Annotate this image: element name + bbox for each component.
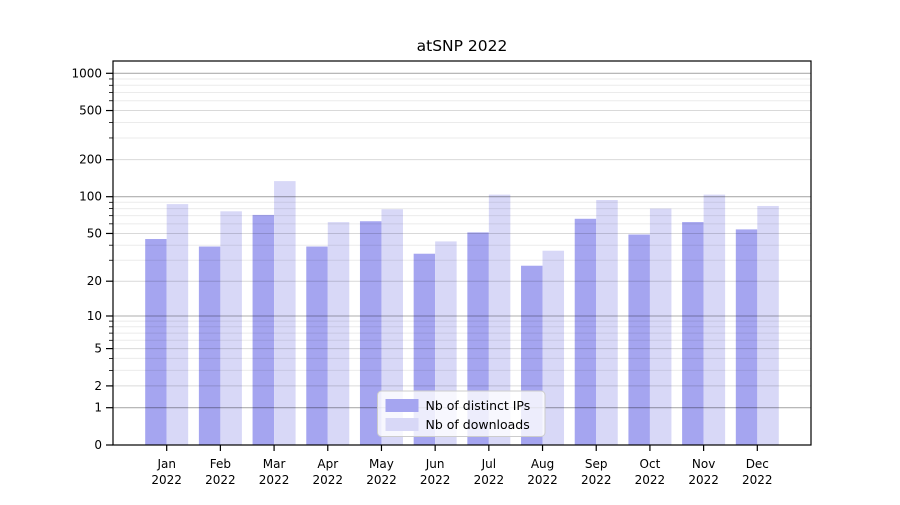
bar-distinct-ips-nov xyxy=(682,222,704,445)
y-tick-label-100: 100 xyxy=(79,190,102,204)
x-tick-label-month-sep: Sep xyxy=(585,457,608,471)
bar-distinct-ips-sep xyxy=(574,218,597,445)
x-tick-label-month-may: May xyxy=(369,457,394,471)
bar-distinct-ips-dec xyxy=(735,229,758,445)
x-tick-label-month-aug: Aug xyxy=(531,457,554,471)
legend-swatch-downloads xyxy=(385,418,419,431)
x-axis: Jan 2022 Feb 2022 Mar 2022 Apr 2022 May 2022 Jun 20… xyxy=(151,445,773,487)
bar-downloads-feb xyxy=(220,211,242,445)
x-tick-label-year-jun: 2022 xyxy=(420,473,451,487)
legend-label-distinct-ips: Nb of distinct IPs xyxy=(426,398,531,413)
bar-distinct-ips-apr xyxy=(306,246,328,445)
x-tick-label-year-nov: 2022 xyxy=(688,473,719,487)
bar-distinct-ips-mar xyxy=(252,214,275,445)
x-tick-label-year-jan: 2022 xyxy=(151,473,182,487)
x-tick-label-month-feb: Feb xyxy=(210,457,231,471)
y-tick-label-1: 1 xyxy=(94,401,102,415)
x-tick-label-month-mar: Mar xyxy=(263,457,286,471)
bar-distinct-ips-may xyxy=(359,221,382,445)
y-axis: 0 1 2 5 10 20 50 100 200 500 1000 xyxy=(71,66,113,452)
y-tick-label-0: 0 xyxy=(94,438,102,452)
legend: Nb of distinct IPs Nb of downloads xyxy=(377,390,546,437)
chart-title: atSNP 2022 xyxy=(417,37,508,55)
y-tick-label-10: 10 xyxy=(87,309,102,323)
x-tick-label-month-jul: Jul xyxy=(481,457,496,471)
bar-distinct-ips-oct xyxy=(628,234,650,445)
legend-label-downloads: Nb of downloads xyxy=(426,417,530,432)
x-tick-label-month-jun: Jun xyxy=(425,457,445,471)
y-tick-label-1000: 1000 xyxy=(71,66,102,80)
bar-distinct-ips-jan xyxy=(145,239,167,445)
bar-downloads-jul xyxy=(488,194,511,445)
x-tick-label-year-aug: 2022 xyxy=(527,473,558,487)
x-tick-label-month-apr: Apr xyxy=(317,457,338,471)
x-tick-label-year-mar: 2022 xyxy=(259,473,290,487)
x-tick-label-year-dec: 2022 xyxy=(742,473,773,487)
y-tick-label-20: 20 xyxy=(87,274,102,288)
y-tick-label-50: 50 xyxy=(87,226,102,240)
grid-layer xyxy=(113,72,811,409)
plot-frame xyxy=(112,60,812,446)
y-tick-label-5: 5 xyxy=(94,342,102,356)
bar-downloads-apr xyxy=(327,222,350,445)
x-tick-label-month-jan: Jan xyxy=(156,457,176,471)
x-tick-label-year-may: 2022 xyxy=(366,473,397,487)
x-tick-label-year-oct: 2022 xyxy=(635,473,666,487)
x-tick-label-year-jul: 2022 xyxy=(474,473,505,487)
bar-distinct-ips-feb xyxy=(198,246,221,445)
x-tick-label-month-nov: Nov xyxy=(692,457,715,471)
bar-downloads-dec xyxy=(757,205,779,445)
x-tick-label-year-sep: 2022 xyxy=(581,473,612,487)
legend-swatch-distinct-ips xyxy=(385,399,419,412)
bar-downloads-may xyxy=(381,209,403,445)
bar-downloads-oct xyxy=(649,208,672,445)
bar-downloads-sep xyxy=(596,199,618,445)
x-tick-label-month-dec: Dec xyxy=(746,457,769,471)
legend-box xyxy=(377,390,546,437)
y-tick-label-2: 2 xyxy=(94,379,102,393)
x-tick-label-year-feb: 2022 xyxy=(205,473,236,487)
bar-downloads-jan xyxy=(166,204,189,445)
bar-downloads-mar xyxy=(274,181,296,445)
x-tick-label-month-oct: Oct xyxy=(640,457,661,471)
x-tick-label-year-apr: 2022 xyxy=(312,473,343,487)
bar-downloads-aug xyxy=(542,250,565,445)
y-tick-label-500: 500 xyxy=(79,104,102,118)
y-tick-label-200: 200 xyxy=(79,153,102,167)
bar-downloads-nov xyxy=(703,194,726,445)
